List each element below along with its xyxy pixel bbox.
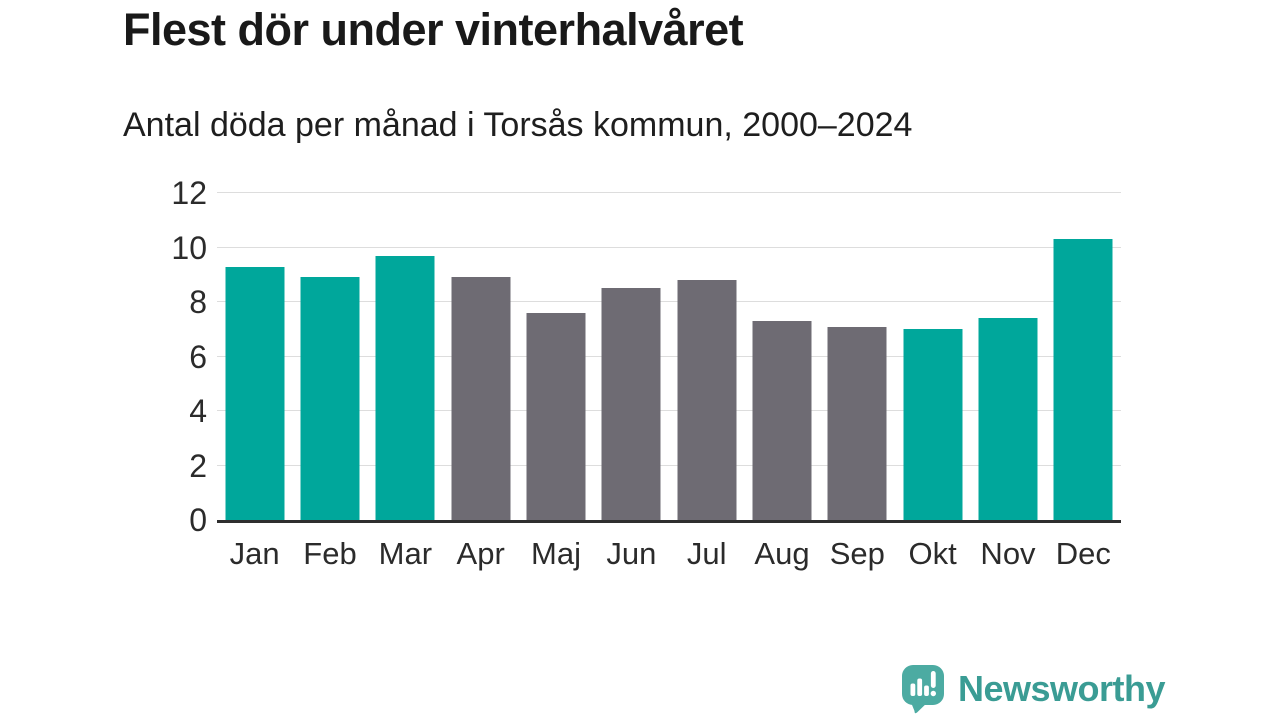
x-tick-label-okt: Okt [908,536,957,571]
x-tick-label-apr: Apr [456,536,505,571]
x-tick-label-dec: Dec [1055,536,1111,571]
x-tick-label-maj: Maj [531,536,581,571]
x-tick-label-aug: Aug [754,536,810,571]
bar-jul [677,280,737,520]
x-tick-label-feb: Feb [303,536,357,571]
bar-sep [827,326,887,520]
bar-okt [903,329,963,520]
gridline-6 [217,355,1121,357]
y-tick-label-10: 10 [171,229,207,266]
x-tick-label-jan: Jan [229,536,280,571]
chart-subtitle: Antal döda per månad i Torsås kommun, 20… [123,106,913,144]
gridline-4 [217,410,1121,411]
gridline-12 [217,192,1121,193]
bar-nov [978,318,1038,520]
bar-dec [1053,239,1113,520]
y-tick-label-8: 8 [189,284,207,320]
bar-aug [752,321,812,520]
gridline-10 [217,246,1121,248]
bar-jun [601,288,661,520]
y-tick-label-4: 4 [189,393,207,429]
y-axis-labels: 0 2 4 6 8 10 12 [107,177,207,536]
bar-feb [300,277,360,520]
x-tick-label-mar: Mar [378,536,433,571]
y-tick-label-12: 12 [171,175,207,211]
chart-title: Flest dör under vinterhalvåret [123,4,744,55]
y-tick-label-6: 6 [189,338,207,375]
gridline-8 [217,301,1121,302]
chart-plot [217,192,1121,523]
newsworthy-logo: Newsworthy [901,664,1166,714]
newsworthy-speech-bubble-bar-chart-icon [901,664,945,714]
x-tick-label-jul: Jul [686,536,727,571]
bar-jan [225,266,285,520]
x-tick-label-sep: Sep [829,536,885,571]
x-tick-label-jun: Jun [606,536,657,571]
x-tick-label-nov: Nov [980,536,1036,571]
bar-apr [451,277,511,520]
y-tick-label-2: 2 [189,447,207,484]
x-axis-labels: Jan Feb Mar Apr Maj Jun Jul Aug Sep Okt Nov Dec [217,538,1121,578]
gridline-2 [217,464,1121,466]
y-tick-label-0: 0 [189,502,207,538]
bar-maj [526,312,586,520]
newsworthy-brand-text: Newsworthy [958,668,1166,709]
bar-mar [375,255,435,520]
